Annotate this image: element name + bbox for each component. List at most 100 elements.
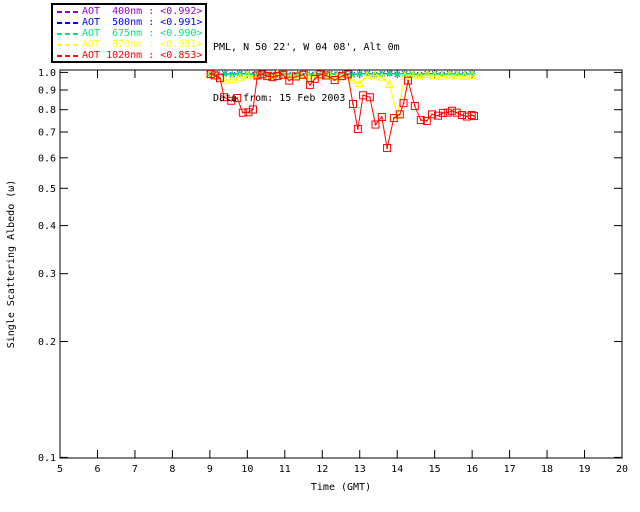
y-tick-label: 0.1 — [38, 453, 56, 464]
square-marker-dot — [455, 111, 458, 114]
legend-dash-line — [57, 32, 78, 35]
asterisk-marker — [341, 70, 348, 77]
asterisk-marker — [349, 71, 356, 78]
square-marker — [447, 106, 456, 115]
square-marker — [467, 111, 476, 120]
x-tick-label: 10 — [241, 464, 253, 475]
x-tick-label: 20 — [616, 464, 628, 475]
square-marker — [399, 99, 408, 108]
square-marker — [244, 108, 253, 117]
y-tick-label: 0.9 — [38, 86, 56, 97]
triangle-marker-dot — [223, 80, 226, 83]
square-marker — [452, 108, 461, 117]
asterisk-marker — [461, 71, 468, 78]
square-marker — [422, 116, 431, 125]
asterisk-marker — [266, 71, 273, 78]
square-marker — [248, 105, 257, 114]
square-marker — [365, 93, 374, 102]
square-marker-dot — [261, 73, 264, 76]
square-marker-dot — [230, 99, 233, 102]
triangle-marker — [422, 69, 432, 79]
square-marker — [263, 72, 272, 81]
asterisk-marker — [454, 71, 461, 78]
asterisk-marker — [386, 70, 393, 77]
x-tick-label: 12 — [316, 464, 328, 475]
square-marker — [299, 70, 308, 79]
triangle-marker — [385, 79, 395, 88]
square-marker-dot — [219, 77, 221, 80]
y-tick-label: 0.7 — [38, 128, 56, 139]
square-marker-dot — [368, 96, 371, 99]
square-marker — [410, 101, 419, 110]
legend-box: AOT 400nm : <0.992> AOT 500nm : <0.991> AO… — [51, 3, 207, 63]
square-marker — [458, 111, 467, 120]
square-marker-dot — [402, 102, 405, 105]
square-marker — [377, 112, 386, 121]
square-marker — [353, 124, 362, 133]
asterisk-marker — [446, 70, 453, 77]
x-tick-label: 15 — [429, 464, 441, 475]
triangle-marker-dot — [313, 76, 316, 79]
x-tick-label: 16 — [466, 464, 478, 475]
triangle-marker-dot — [411, 74, 414, 77]
x-tick-label: 11 — [279, 464, 291, 475]
square-marker — [206, 70, 215, 79]
square-marker-dot — [333, 79, 336, 81]
square-marker — [343, 70, 352, 79]
square-marker — [238, 108, 247, 117]
square-marker — [316, 70, 325, 79]
asterisk-marker — [244, 71, 251, 78]
square-marker-dot — [241, 111, 244, 114]
triangle-marker-dot — [231, 79, 234, 81]
triangle-marker-dot — [463, 75, 466, 78]
square-marker — [253, 71, 262, 80]
square-marker-dot — [256, 74, 259, 77]
square-marker-dot — [419, 119, 422, 121]
x-tick-label: 13 — [354, 464, 366, 475]
triangle-marker-dot — [388, 84, 391, 86]
legend-dash-line — [57, 21, 78, 24]
legend-row: AOT 400nm : <0.992> — [56, 6, 203, 17]
triangle-marker — [265, 70, 275, 80]
square-marker — [233, 94, 242, 103]
square-marker-dot — [325, 74, 327, 77]
series-aot-1020nm — [206, 70, 479, 153]
y-axis: 1.0 0.9 0.8 0.7 0.6 0.5 0.4 0.3 0.2 0.1 Single Sca… — [6, 68, 622, 464]
asterisk-marker — [364, 70, 371, 77]
triangle-marker — [347, 75, 357, 84]
triangle-marker-dot — [381, 77, 384, 79]
asterisk-marker — [251, 71, 258, 78]
square-marker-dot — [374, 123, 377, 126]
square-marker — [227, 96, 236, 105]
square-marker-dot — [356, 128, 359, 130]
legend-label: AOT 400nm : <0.992> — [82, 6, 203, 17]
square-marker-dot — [362, 94, 365, 97]
square-marker — [322, 71, 331, 80]
square-marker — [268, 73, 277, 82]
square-marker — [428, 110, 437, 119]
square-marker-dot — [470, 114, 473, 116]
legend-dash-line — [57, 43, 78, 46]
square-marker — [305, 80, 314, 89]
asterisk-marker — [274, 70, 281, 77]
square-marker-dot — [473, 115, 475, 118]
y-tick-label: 0.5 — [38, 184, 56, 195]
asterisk-marker — [416, 71, 423, 78]
square-marker — [348, 99, 357, 108]
legend-row: AOT 500nm : <0.991> — [56, 17, 203, 28]
square-marker — [416, 116, 425, 125]
y-tick-label: 0.2 — [38, 337, 56, 348]
triangle-marker-dot — [208, 74, 211, 77]
triangle-marker-dot — [456, 75, 459, 78]
square-marker-dot — [282, 73, 284, 76]
x-tick-label: 9 — [207, 464, 213, 475]
asterisk-marker — [334, 71, 341, 78]
square-marker-dot — [266, 75, 269, 78]
square-marker — [258, 70, 267, 79]
square-marker-dot — [288, 79, 291, 82]
x-axis-title: Time (GMT) — [311, 482, 371, 493]
triangle-marker — [242, 70, 252, 79]
square-marker-dot — [386, 147, 388, 149]
